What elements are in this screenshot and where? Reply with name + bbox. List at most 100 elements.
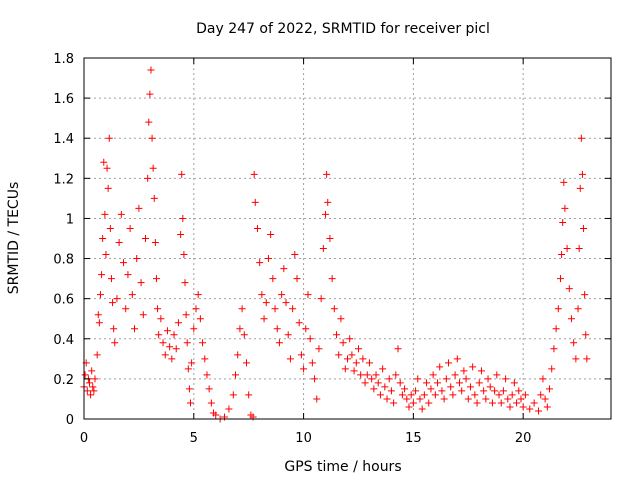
data-point xyxy=(434,379,442,387)
data-point xyxy=(103,164,111,172)
data-point xyxy=(361,379,369,387)
data-point xyxy=(308,359,316,367)
data-point xyxy=(508,391,516,399)
data-point xyxy=(350,367,358,375)
data-point xyxy=(376,391,384,399)
data-point xyxy=(260,315,268,323)
data-point xyxy=(405,403,413,411)
data-point xyxy=(186,399,194,407)
data-point xyxy=(161,351,169,359)
data-point xyxy=(256,259,264,267)
data-point xyxy=(387,387,395,395)
data-point xyxy=(311,375,319,383)
data-point xyxy=(352,359,360,367)
data-point xyxy=(157,315,165,323)
data-point xyxy=(267,230,275,238)
data-point xyxy=(517,395,525,403)
data-point xyxy=(383,395,391,403)
data-point xyxy=(475,379,483,387)
data-point xyxy=(106,224,114,232)
data-point xyxy=(416,395,424,403)
data-point xyxy=(420,391,428,399)
data-point xyxy=(365,359,373,367)
data-point xyxy=(289,305,297,313)
data-point xyxy=(269,275,277,283)
data-point xyxy=(105,134,113,142)
data-point xyxy=(98,271,106,279)
data-point xyxy=(335,351,343,359)
data-point xyxy=(554,305,562,313)
data-point xyxy=(137,279,145,287)
chart-title: Day 247 of 2022, SRMTID for receiver pic… xyxy=(196,21,490,37)
data-point xyxy=(278,291,286,299)
y-axis-label: SRMTID / TECUs xyxy=(6,182,22,295)
data-point xyxy=(253,224,261,232)
data-point xyxy=(184,365,192,373)
data-point xyxy=(471,391,479,399)
data-point xyxy=(539,375,547,383)
data-point xyxy=(379,365,387,373)
data-point xyxy=(146,90,154,98)
data-point xyxy=(111,339,119,347)
data-point xyxy=(403,395,411,403)
data-point xyxy=(445,359,453,367)
data-point xyxy=(196,315,204,323)
data-point xyxy=(440,395,448,403)
y-tick-label: 1.8 xyxy=(53,52,74,67)
data-point xyxy=(313,395,321,403)
data-point xyxy=(291,251,299,259)
data-point xyxy=(451,371,459,379)
data-point xyxy=(473,399,481,407)
data-point xyxy=(182,311,190,319)
data-point xyxy=(486,383,494,391)
data-point xyxy=(556,275,564,283)
data-point xyxy=(469,363,477,371)
data-point xyxy=(317,295,325,303)
x-tick-label: 20 xyxy=(515,431,532,446)
y-tick-label: 0.6 xyxy=(53,293,74,308)
data-point xyxy=(322,210,330,218)
data-point xyxy=(93,351,101,359)
data-point xyxy=(166,343,174,351)
data-point xyxy=(238,305,246,313)
data-point xyxy=(95,319,103,327)
data-point xyxy=(563,245,571,253)
data-point xyxy=(188,359,196,367)
data-point xyxy=(582,331,590,339)
data-point xyxy=(581,291,589,299)
data-point xyxy=(170,331,178,339)
data-point xyxy=(104,184,112,192)
data-point xyxy=(207,399,215,407)
data-point xyxy=(425,399,433,407)
data-point xyxy=(519,403,527,411)
data-point xyxy=(482,395,490,403)
y-tick-label: 0.2 xyxy=(53,373,74,388)
data-point xyxy=(141,235,149,242)
y-tick-label: 1.2 xyxy=(53,172,74,187)
data-point xyxy=(124,271,132,279)
data-points xyxy=(80,66,591,423)
data-point xyxy=(242,359,250,367)
data-point xyxy=(521,391,529,399)
data-point xyxy=(178,170,186,178)
data-point xyxy=(550,345,558,353)
data-point xyxy=(567,315,575,323)
data-point xyxy=(205,385,213,393)
data-point xyxy=(574,305,582,313)
data-point xyxy=(264,255,272,263)
data-point xyxy=(348,351,356,359)
data-point xyxy=(460,367,468,375)
data-point xyxy=(304,291,312,299)
data-point xyxy=(565,285,573,293)
data-point xyxy=(174,319,182,327)
data-point xyxy=(101,210,109,218)
data-point xyxy=(330,305,338,313)
data-point xyxy=(232,371,240,379)
data-point xyxy=(499,387,507,395)
data-point xyxy=(515,387,523,395)
data-point xyxy=(262,299,270,307)
data-point xyxy=(181,279,189,287)
data-point xyxy=(453,355,461,363)
data-point xyxy=(293,275,301,283)
data-point xyxy=(484,375,492,383)
